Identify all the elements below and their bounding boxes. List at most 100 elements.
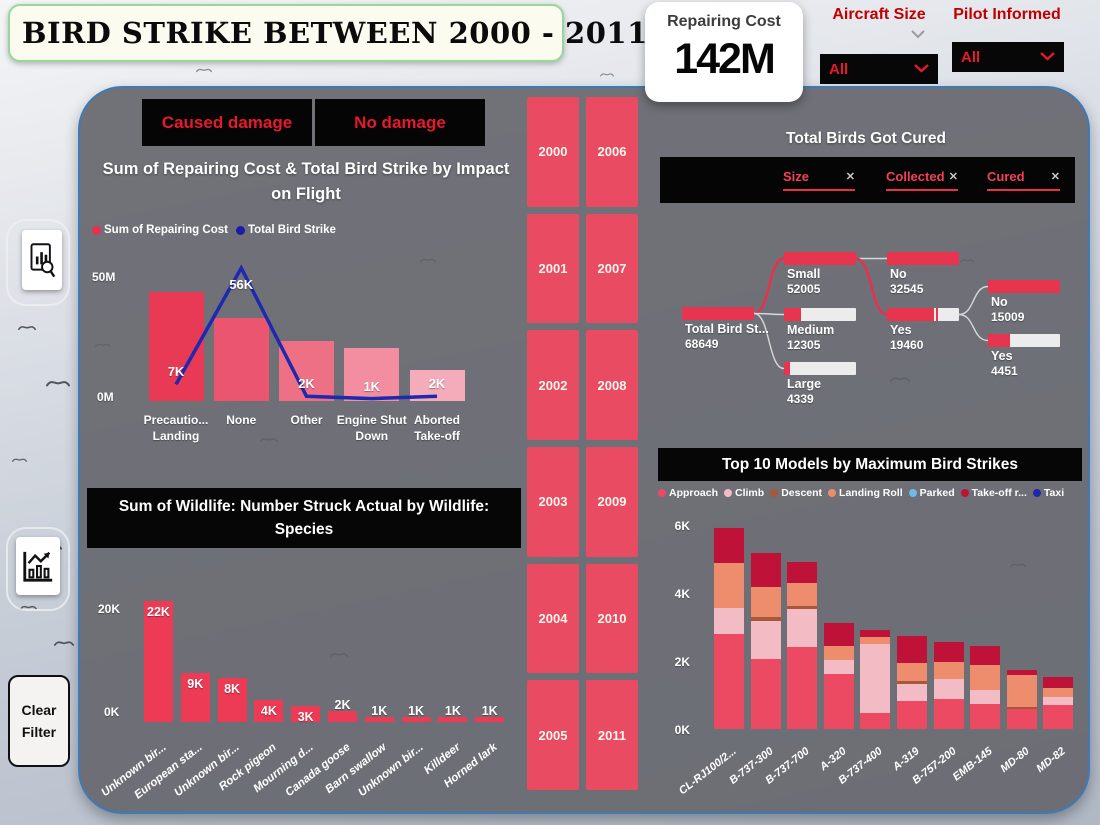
model-bar-segment[interactable] xyxy=(860,644,891,714)
caused-damage-button[interactable]: Caused damage xyxy=(142,99,312,146)
tree-node-bar[interactable] xyxy=(988,280,1060,293)
model-bar-segment[interactable] xyxy=(714,563,744,608)
model-bar-segment[interactable] xyxy=(1006,708,1037,729)
model-bar-segment[interactable] xyxy=(750,658,781,729)
model-bar-segment[interactable] xyxy=(750,616,781,621)
wildlife-bar[interactable] xyxy=(217,678,247,722)
remove-field-icon[interactable]: ✕ xyxy=(845,171,855,183)
wildlife-bar[interactable] xyxy=(180,672,210,722)
impact-bar[interactable] xyxy=(279,340,334,401)
wildlife-bar[interactable] xyxy=(364,716,394,722)
breadcrumb-size[interactable]: Size ✕ xyxy=(783,169,855,191)
model-bar-segment[interactable] xyxy=(897,701,927,729)
wildlife-bar[interactable] xyxy=(144,601,173,722)
tree-node-bar[interactable] xyxy=(887,252,959,265)
year-tile-2006[interactable]: 2006 xyxy=(586,97,638,207)
model-bar-segment[interactable] xyxy=(750,552,781,587)
breadcrumb-collected-label: Collected xyxy=(886,169,945,184)
model-bar-segment[interactable] xyxy=(787,646,818,729)
model-bar-segment[interactable] xyxy=(933,699,964,729)
year-tile-2000[interactable]: 2000 xyxy=(527,97,579,207)
breadcrumb-cured[interactable]: Cured ✕ xyxy=(987,169,1060,191)
impact-bar[interactable] xyxy=(344,347,400,401)
pilot-informed-dropdown[interactable]: All xyxy=(952,42,1064,72)
model-bar-segment[interactable] xyxy=(787,608,818,647)
clear-filter-button[interactable]: Clear Filter xyxy=(8,675,70,767)
year-tile-2001[interactable]: 2001 xyxy=(527,213,579,324)
model-bar-segment[interactable] xyxy=(1006,669,1037,675)
model-bar-segment[interactable] xyxy=(823,659,854,674)
top10-chart-title: Top 10 Models by Maximum Bird Strikes xyxy=(658,448,1082,481)
model-bar-segment[interactable] xyxy=(714,528,744,564)
wildlife-bar[interactable] xyxy=(291,705,321,722)
model-bar-segment[interactable] xyxy=(750,620,781,659)
year-tile-2003[interactable]: 2003 xyxy=(527,446,579,557)
tree-node-bar[interactable] xyxy=(682,307,754,320)
impact-data-label: 1K xyxy=(363,378,381,394)
report-search-button[interactable] xyxy=(22,230,62,290)
model-bar-segment[interactable] xyxy=(933,662,964,680)
breadcrumb-collected[interactable]: Collected ✕ xyxy=(886,169,958,191)
aircraft-size-dropdown[interactable]: All xyxy=(820,54,938,84)
model-bar-segment[interactable] xyxy=(897,684,927,702)
tree-node-fill xyxy=(988,334,1010,347)
model-bar-segment[interactable] xyxy=(933,679,964,700)
no-damage-button[interactable]: No damage xyxy=(315,99,485,146)
impact-x-label: None xyxy=(226,413,257,427)
year-tile-2002[interactable]: 2002 xyxy=(527,330,579,440)
model-bar-segment[interactable] xyxy=(1043,705,1074,729)
wildlife-bar[interactable] xyxy=(438,716,468,722)
impact-bar[interactable] xyxy=(213,318,269,401)
remove-field-icon[interactable]: ✕ xyxy=(1050,171,1060,183)
model-bar-segment[interactable] xyxy=(1043,677,1074,689)
model-bar-segment[interactable] xyxy=(823,622,854,647)
model-bar-segment[interactable] xyxy=(970,645,1001,665)
wildlife-bar[interactable] xyxy=(254,700,284,722)
year-tile-2011[interactable]: 2011 xyxy=(586,680,638,790)
tree-node-bar[interactable] xyxy=(784,308,856,321)
tree-node-fill xyxy=(887,308,932,321)
model-bar-segment[interactable] xyxy=(787,605,818,609)
wildlife-data-label: 2K xyxy=(334,698,351,712)
wildlife-bar[interactable] xyxy=(328,711,357,722)
model-bar-segment[interactable] xyxy=(897,663,927,682)
tree-node-bar[interactable] xyxy=(887,308,959,321)
analytics-button[interactable] xyxy=(16,537,60,595)
model-bar-segment[interactable] xyxy=(860,636,891,644)
model-bar-segment[interactable] xyxy=(860,713,891,729)
year-tile-2005[interactable]: 2005 xyxy=(527,680,579,790)
tree-node-bar[interactable] xyxy=(988,334,1060,347)
tree-node-bar[interactable] xyxy=(784,252,856,265)
year-tile-2010[interactable]: 2010 xyxy=(586,563,638,674)
wildlife-y-tick: 0K xyxy=(104,705,120,719)
model-bar-segment[interactable] xyxy=(897,681,927,685)
wildlife-bar[interactable] xyxy=(401,716,431,722)
model-bar-segment[interactable] xyxy=(1006,706,1037,709)
remove-field-icon[interactable]: ✕ xyxy=(948,171,958,183)
model-bar-segment[interactable] xyxy=(787,583,818,606)
model-bar-segment[interactable] xyxy=(970,664,1001,690)
model-bar-segment[interactable] xyxy=(970,689,1001,704)
tree-node-bar[interactable] xyxy=(784,362,856,375)
year-tile-2004[interactable]: 2004 xyxy=(527,563,579,674)
model-bar-segment[interactable] xyxy=(823,673,854,729)
year-tile-2008[interactable]: 2008 xyxy=(586,330,638,440)
legend-dot xyxy=(828,489,837,497)
model-bar-segment[interactable] xyxy=(823,646,854,660)
model-bar-segment[interactable] xyxy=(1043,688,1074,698)
model-bar-segment[interactable] xyxy=(1043,697,1074,706)
model-bar-segment[interactable] xyxy=(970,703,1001,729)
model-bar-segment[interactable] xyxy=(860,630,891,637)
model-bar-segment[interactable] xyxy=(933,641,964,662)
model-bar-segment[interactable] xyxy=(897,635,927,664)
year-tile-2009[interactable]: 2009 xyxy=(586,446,638,557)
model-bar-segment[interactable] xyxy=(714,633,744,729)
model-bar-segment[interactable] xyxy=(750,586,781,617)
model-bar-segment[interactable] xyxy=(714,607,744,634)
model-bar-segment[interactable] xyxy=(1006,674,1037,707)
legend-dot xyxy=(92,225,101,235)
model-bar-segment[interactable] xyxy=(787,562,818,584)
collapse-chevron-icon[interactable] xyxy=(910,26,926,44)
year-tile-2007[interactable]: 2007 xyxy=(586,213,638,324)
wildlife-bar[interactable] xyxy=(475,716,505,722)
